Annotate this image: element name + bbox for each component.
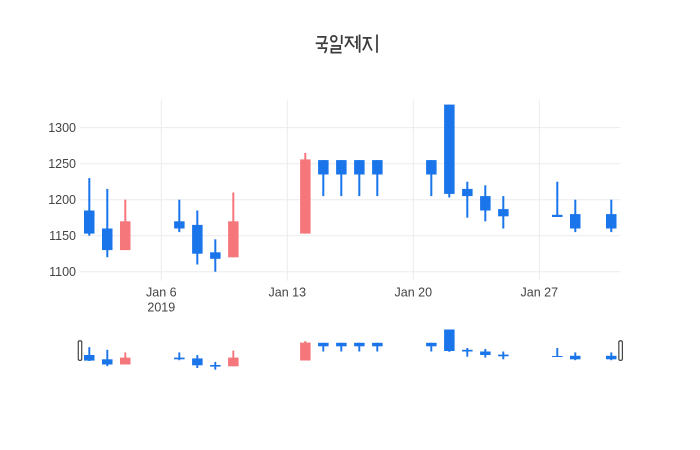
svg-text:2019: 2019 [147, 300, 175, 314]
svg-text:Jan 6: Jan 6 [146, 285, 177, 299]
svg-text:1100: 1100 [49, 265, 76, 279]
svg-text:1200: 1200 [48, 193, 76, 207]
svg-text:Jan 20: Jan 20 [395, 285, 433, 299]
svg-text:Jan 27: Jan 27 [521, 285, 559, 299]
svg-text:1250: 1250 [48, 157, 76, 171]
svg-text:1300: 1300 [48, 121, 76, 135]
svg-text:1150: 1150 [49, 229, 76, 243]
svg-text:Jan 13: Jan 13 [269, 285, 307, 299]
